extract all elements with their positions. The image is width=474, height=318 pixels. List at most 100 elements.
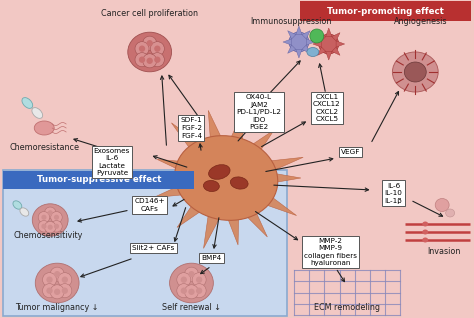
- Ellipse shape: [404, 62, 426, 82]
- Text: Angiogenesis: Angiogenesis: [393, 17, 447, 26]
- Ellipse shape: [230, 177, 248, 189]
- Ellipse shape: [435, 198, 449, 211]
- Ellipse shape: [47, 225, 53, 230]
- Ellipse shape: [45, 207, 56, 218]
- Ellipse shape: [45, 221, 56, 233]
- Ellipse shape: [58, 273, 72, 287]
- Ellipse shape: [47, 210, 53, 215]
- Polygon shape: [208, 110, 228, 154]
- Ellipse shape: [307, 47, 319, 57]
- Text: Chemosensitivity: Chemosensitivity: [14, 232, 83, 240]
- Ellipse shape: [41, 224, 46, 229]
- Ellipse shape: [150, 53, 164, 67]
- Ellipse shape: [146, 58, 153, 64]
- Polygon shape: [306, 39, 315, 45]
- Polygon shape: [250, 157, 303, 179]
- Polygon shape: [288, 45, 296, 53]
- Text: IL-6
IL-10
IL-1β: IL-6 IL-10 IL-1β: [384, 183, 402, 204]
- Ellipse shape: [289, 32, 309, 52]
- Ellipse shape: [184, 267, 199, 281]
- Text: Exosomes
IL-6
Lactate
Pyruvate: Exosomes IL-6 Lactate Pyruvate: [94, 148, 130, 176]
- Text: Tumor-promoting effect: Tumor-promoting effect: [327, 6, 444, 16]
- Ellipse shape: [51, 221, 62, 232]
- Ellipse shape: [310, 29, 324, 43]
- Polygon shape: [318, 33, 326, 41]
- Text: OX40-L
JAM2
PD-L1/PD-L2
IDO
PGE2: OX40-L JAM2 PD-L1/PD-L2 IDO PGE2: [237, 94, 282, 130]
- Text: CXCL1
CXCL12
CXCL2
CXCL5: CXCL1 CXCL12 CXCL2 CXCL5: [313, 94, 341, 122]
- Polygon shape: [318, 47, 326, 55]
- Ellipse shape: [54, 224, 59, 229]
- Polygon shape: [288, 31, 296, 39]
- Polygon shape: [332, 47, 340, 55]
- Ellipse shape: [188, 271, 195, 277]
- Ellipse shape: [143, 36, 157, 50]
- Polygon shape: [302, 45, 310, 53]
- Ellipse shape: [34, 121, 54, 135]
- Ellipse shape: [139, 45, 145, 52]
- Polygon shape: [177, 191, 213, 227]
- Text: Self renewal ↓: Self renewal ↓: [162, 303, 221, 313]
- Ellipse shape: [62, 277, 68, 283]
- Ellipse shape: [32, 204, 68, 236]
- Ellipse shape: [50, 285, 64, 299]
- Polygon shape: [172, 123, 213, 165]
- Ellipse shape: [209, 165, 230, 179]
- Ellipse shape: [196, 277, 202, 283]
- Ellipse shape: [192, 273, 206, 287]
- Polygon shape: [225, 107, 246, 154]
- Ellipse shape: [46, 287, 53, 294]
- Polygon shape: [313, 41, 321, 47]
- Polygon shape: [336, 41, 345, 47]
- Polygon shape: [223, 203, 239, 245]
- Ellipse shape: [54, 215, 59, 220]
- Ellipse shape: [32, 107, 43, 118]
- Ellipse shape: [135, 53, 149, 67]
- Ellipse shape: [192, 284, 206, 298]
- Text: Invasion: Invasion: [428, 247, 461, 257]
- Polygon shape: [239, 130, 274, 165]
- FancyBboxPatch shape: [3, 171, 194, 189]
- Polygon shape: [296, 49, 302, 58]
- Text: BMP4: BMP4: [201, 255, 221, 261]
- Ellipse shape: [46, 277, 53, 283]
- Polygon shape: [235, 195, 267, 237]
- Ellipse shape: [181, 287, 187, 294]
- Text: Immunosuppression: Immunosuppression: [250, 17, 332, 26]
- Ellipse shape: [154, 57, 161, 63]
- Polygon shape: [203, 201, 226, 248]
- Polygon shape: [253, 170, 301, 186]
- Ellipse shape: [13, 201, 22, 209]
- Polygon shape: [246, 183, 297, 216]
- Ellipse shape: [422, 238, 428, 243]
- Ellipse shape: [143, 54, 157, 68]
- Ellipse shape: [51, 211, 62, 223]
- Text: SDF-1
FGF-2
FGF-4: SDF-1 FGF-2 FGF-4: [181, 117, 202, 139]
- Ellipse shape: [196, 287, 202, 294]
- Polygon shape: [302, 31, 310, 39]
- Text: Slit2+ CAFs: Slit2+ CAFs: [132, 245, 175, 251]
- Ellipse shape: [35, 263, 79, 303]
- FancyBboxPatch shape: [300, 1, 471, 21]
- Ellipse shape: [184, 285, 199, 299]
- Ellipse shape: [135, 42, 149, 56]
- Ellipse shape: [22, 98, 33, 108]
- Ellipse shape: [62, 287, 68, 294]
- Text: Tumor-suppressive effect: Tumor-suppressive effect: [36, 176, 161, 184]
- Polygon shape: [326, 28, 332, 37]
- Ellipse shape: [38, 211, 50, 223]
- Polygon shape: [157, 159, 203, 179]
- Polygon shape: [326, 52, 332, 60]
- Bar: [3, 170, 287, 316]
- Ellipse shape: [41, 215, 46, 220]
- Ellipse shape: [58, 284, 72, 298]
- Ellipse shape: [50, 267, 64, 281]
- Ellipse shape: [139, 57, 145, 63]
- Ellipse shape: [175, 136, 278, 220]
- Ellipse shape: [177, 273, 191, 287]
- Ellipse shape: [43, 273, 56, 287]
- Ellipse shape: [177, 284, 191, 298]
- Ellipse shape: [128, 32, 172, 72]
- Text: VEGF: VEGF: [341, 149, 360, 155]
- Ellipse shape: [54, 289, 60, 295]
- Ellipse shape: [20, 208, 29, 216]
